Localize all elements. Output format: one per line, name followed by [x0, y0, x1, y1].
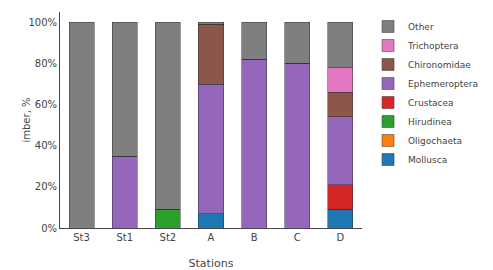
svg-text:Other: Other: [408, 22, 434, 32]
svg-text:20%: 20%: [35, 181, 57, 192]
svg-text:St1: St1: [116, 232, 133, 243]
svg-text:Oligochaeta: Oligochaeta: [408, 136, 462, 146]
svg-text:Trichoptera: Trichoptera: [407, 41, 459, 51]
svg-text:C: C: [294, 232, 301, 243]
svg-text:A: A: [208, 232, 215, 243]
svg-text:St3: St3: [73, 232, 90, 243]
svg-text:80%: 80%: [35, 58, 57, 69]
svg-text:Hirudinea: Hirudinea: [408, 117, 452, 127]
svg-text:imber, %: imber, %: [21, 98, 32, 143]
svg-text:60%: 60%: [35, 99, 57, 110]
svg-text:Mollusca: Mollusca: [408, 155, 447, 165]
svg-text:Chironomidae: Chironomidae: [408, 60, 471, 70]
svg-text:D: D: [337, 232, 345, 243]
svg-text:B: B: [251, 232, 258, 243]
svg-text:Crustacea: Crustacea: [408, 98, 453, 108]
svg-text:St2: St2: [160, 232, 177, 243]
svg-text:Stations: Stations: [189, 257, 234, 270]
svg-text:100%: 100%: [28, 17, 57, 28]
svg-text:0%: 0%: [41, 223, 57, 234]
svg-text:40%: 40%: [35, 140, 57, 151]
svg-text:Ephemeroptera: Ephemeroptera: [408, 79, 478, 89]
